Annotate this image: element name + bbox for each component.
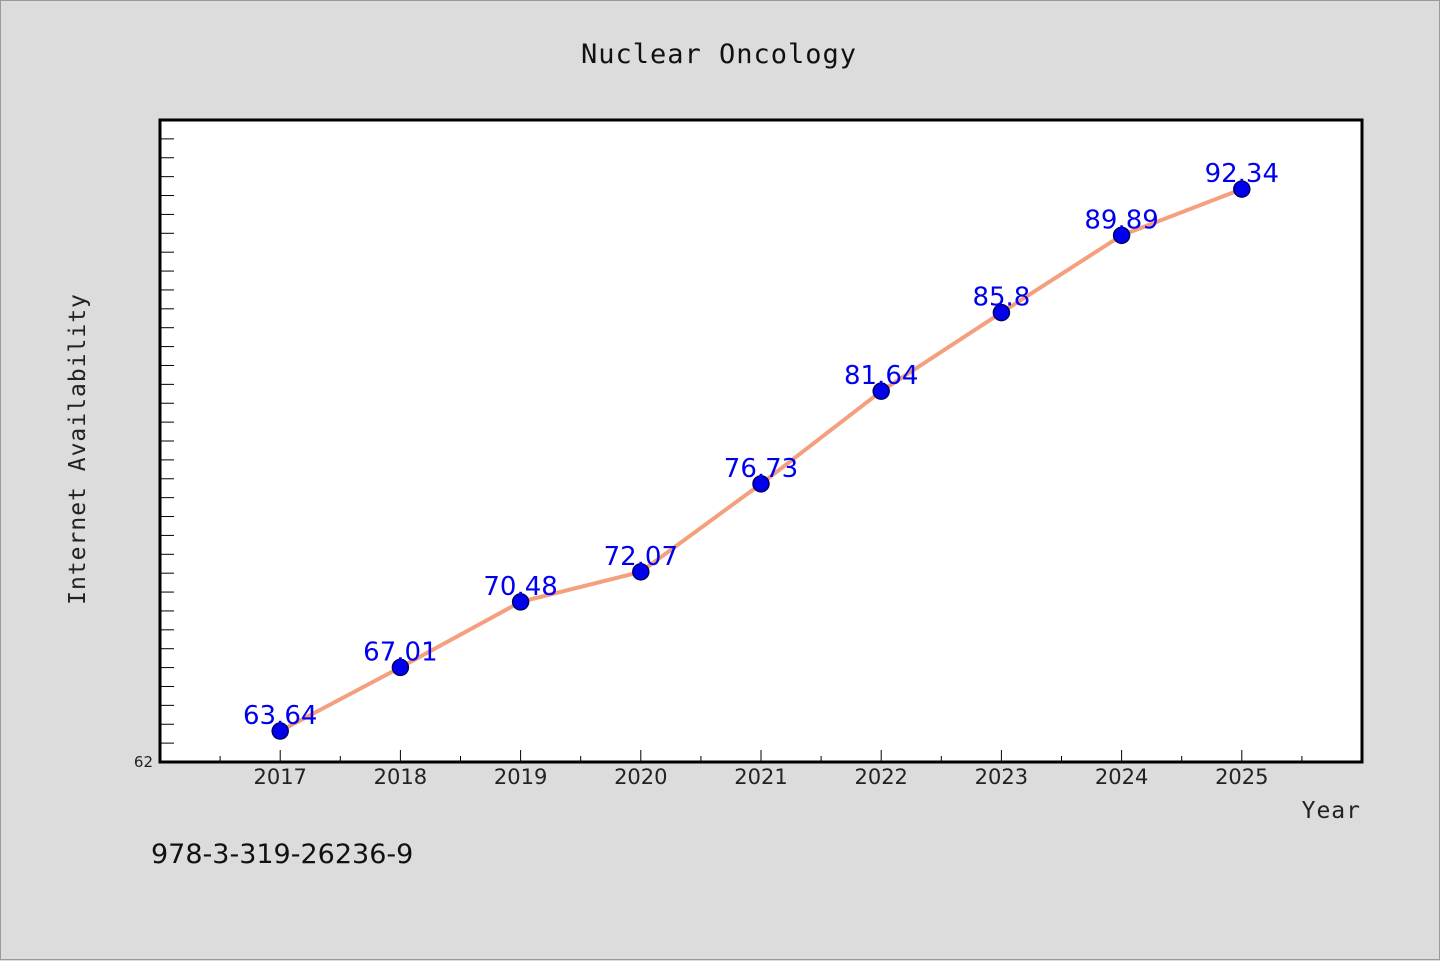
data-label: 63.64 [243,701,317,731]
data-label: 92.34 [1205,159,1279,189]
data-label: 85.8 [972,283,1030,313]
data-label: 72.07 [604,542,678,572]
x-axis-tick-labels: 2017 2018 2019 2020 2021 2022 2023 2024 2025 [253,765,1268,789]
data-label: 89.89 [1084,205,1158,235]
x-tick-label: 2018 [374,765,427,789]
series-markers [271,180,1251,740]
x-tick-label: 2024 [1095,765,1148,789]
data-point [992,303,1011,322]
x-tick-label: 2025 [1215,765,1268,789]
data-label: 67.01 [363,637,437,667]
data-point [1233,180,1251,198]
data-point [872,382,890,400]
y-tick-label: 62 [134,753,153,771]
x-axis-ticks [219,750,1303,762]
plot-area [158,118,1364,764]
x-tick-label: 2019 [494,765,547,789]
y-axis-ticks [160,138,174,744]
x-tick-label: 2017 [253,765,306,789]
y-axis-label: Internet Availability [65,293,91,605]
data-point [271,722,289,740]
data-point [391,658,410,677]
chart-title: Nuclear Oncology [581,39,857,70]
data-label: 81.64 [844,361,918,391]
x-tick-label: 2023 [975,765,1028,789]
data-label: 70.48 [483,572,557,602]
x-tick-label: 2021 [734,765,787,789]
x-axis-label: Year [1302,798,1361,824]
data-label: 76.73 [724,454,798,484]
data-labels: 63.64 67.01 70.48 72.07 76.73 81.64 85.8 89.89 9… [243,159,1279,731]
x-tick-label: 2022 [854,765,907,789]
data-point [511,593,530,611]
footer-code: 978-3-319-26236-9 [151,839,413,870]
data-point [752,475,770,493]
data-point [1112,226,1131,245]
data-point [632,563,650,581]
x-tick-label: 2020 [614,765,667,789]
